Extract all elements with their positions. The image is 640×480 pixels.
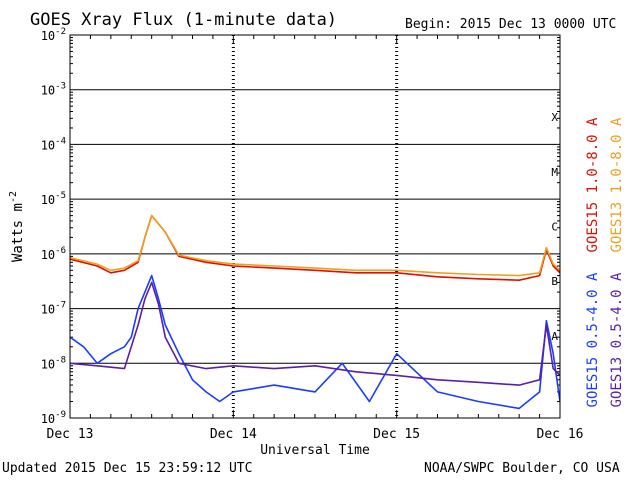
x-tick-label: Dec 16 (537, 427, 584, 442)
series-line-goes15-0-5-4-0-a (70, 274, 560, 410)
x-tick-label: Dec 15 (373, 427, 420, 442)
y-tick-label: 10-6 (41, 246, 66, 262)
legend-entry: GOES15 0.5-4.0 A (585, 272, 601, 407)
y-axis-label: Watts m-2 (8, 191, 26, 262)
begin-time: Begin: 2015 Dec 13 0000 UTC (405, 17, 617, 32)
chart-title: GOES Xray Flux (1-minute data) (30, 10, 338, 30)
flare-class-label: X (551, 111, 558, 124)
y-tick-label: 10-7 (41, 301, 66, 317)
legend-entry: GOES13 0.5-4.0 A (609, 272, 625, 407)
flare-class-label: B (551, 275, 558, 288)
updated-time: Updated 2015 Dec 15 23:59:12 UTC (2, 461, 253, 476)
legend-entry: GOES13 1.0-8.0 A (609, 117, 625, 252)
x-axis-label: Universal Time (260, 443, 370, 458)
series-line-goes13-1-0-8-0-a (70, 214, 560, 277)
series-line-goes13-0-5-4-0-a (70, 281, 560, 386)
y-tick-label: 10-4 (41, 136, 66, 152)
y-tick-label: 10-2 (41, 27, 66, 43)
flare-class-label: M (551, 166, 558, 179)
x-tick-label: Dec 14 (210, 427, 257, 442)
y-tick-label: 10-3 (41, 82, 66, 98)
series-group (70, 214, 560, 410)
x-tick-label: Dec 13 (47, 427, 94, 442)
y-tick-label: 10-9 (41, 410, 66, 426)
legend-entry: GOES15 1.0-8.0 A (585, 117, 601, 252)
flare-class-label: A (551, 330, 558, 343)
y-tick-label: 10-8 (41, 355, 66, 371)
plot-frame (69, 34, 561, 419)
series-line-goes15-1-0-8-0-a (70, 214, 560, 282)
y-tick-label: 10-5 (41, 191, 66, 207)
flare-class-label: C (551, 221, 558, 234)
credit: NOAA/SWPC Boulder, CO USA (424, 461, 620, 476)
